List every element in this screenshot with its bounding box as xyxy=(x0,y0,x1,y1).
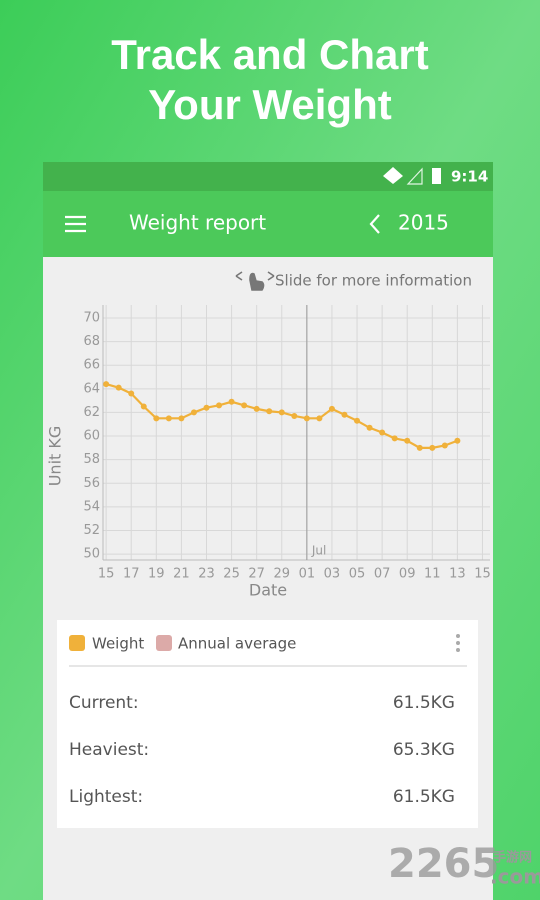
weight-point xyxy=(366,424,373,431)
y-tick-label: 60 xyxy=(83,429,100,444)
stat-label: Lightest: xyxy=(69,787,143,807)
y-tick-label: 68 xyxy=(83,334,100,349)
x-tick-label: 19 xyxy=(148,567,165,582)
weight-point xyxy=(341,411,348,418)
watermark-number: 2265 xyxy=(388,841,499,887)
y-tick-label: 56 xyxy=(83,476,100,491)
month-label: Jul xyxy=(311,544,326,558)
weight-point xyxy=(316,415,323,422)
weight-point xyxy=(178,415,185,422)
stat-value: 65.3KG xyxy=(393,740,455,760)
stats-list: Current: 61.5KG Heaviest: 65.3KG Lightest: 61… xyxy=(69,693,455,807)
weight-point xyxy=(103,381,110,388)
weight-point xyxy=(216,402,223,409)
x-tick-label: 15 xyxy=(474,567,491,582)
stat-value: 61.5KG xyxy=(393,693,455,713)
weight-point xyxy=(328,405,335,412)
status-bar xyxy=(43,162,493,191)
weight-point xyxy=(291,412,298,419)
stat-label: Current: xyxy=(69,693,139,713)
x-tick-label: 01 xyxy=(299,567,316,582)
weight-point xyxy=(441,442,448,449)
weight-point xyxy=(404,437,411,444)
legend-swatch xyxy=(69,635,85,651)
menu-button[interactable] xyxy=(65,215,86,233)
battery-icon xyxy=(432,168,441,184)
weight-point xyxy=(203,404,210,411)
stats-card xyxy=(57,620,478,828)
wifi-icon xyxy=(383,167,403,184)
legend-label: Weight xyxy=(92,635,144,653)
weight-point xyxy=(241,402,248,409)
y-tick-label: 70 xyxy=(83,310,100,325)
y-axis-label: Unit KG xyxy=(46,426,65,487)
y-tick-label: 50 xyxy=(83,547,100,562)
weight-point xyxy=(140,403,147,410)
x-tick-label: 07 xyxy=(374,567,391,582)
x-tick-label: 09 xyxy=(399,567,416,582)
hand xyxy=(249,272,265,291)
year: 2015 xyxy=(398,211,449,235)
x-tick-label: 25 xyxy=(223,567,240,582)
weight-point xyxy=(416,444,423,451)
x-axis-label: Date xyxy=(249,581,287,600)
weight-point xyxy=(128,390,135,397)
weight-point xyxy=(303,415,310,422)
headline: Track and Chart xyxy=(111,31,428,78)
weight-point xyxy=(429,444,436,451)
status-time: 9:14 xyxy=(451,168,488,186)
legend-label: Annual average xyxy=(178,635,296,653)
weight-point xyxy=(391,435,398,442)
weight-point xyxy=(165,415,172,422)
prev-year-button[interactable] xyxy=(369,214,380,234)
stat-label: Heaviest: xyxy=(69,740,149,760)
x-tick-label: 21 xyxy=(173,567,190,582)
app-bar xyxy=(43,191,493,257)
y-tick-label: 64 xyxy=(83,381,100,396)
app-title: Weight report xyxy=(129,211,266,235)
weight-point xyxy=(153,415,160,422)
weight-point xyxy=(278,409,285,416)
x-tick-label: 05 xyxy=(349,567,366,582)
weight-point xyxy=(354,417,361,424)
signal-icon xyxy=(406,167,423,185)
weight-point xyxy=(266,408,273,415)
weight-point xyxy=(253,405,260,412)
y-tick-label: 54 xyxy=(83,499,100,514)
y-tick-label: 52 xyxy=(83,523,100,538)
x-tick-label: 15 xyxy=(98,567,115,582)
watermark-domain: .com xyxy=(490,865,540,889)
y-tick-label: 58 xyxy=(83,452,100,467)
chart: 50 52 54 56 58 60 62 64 66 68 70 15 17 19 21 23 25 27 29 01… xyxy=(46,305,491,600)
weight-point xyxy=(454,437,461,444)
x-tick-label: 17 xyxy=(123,567,140,582)
dot xyxy=(456,634,460,638)
x-tick-label: 03 xyxy=(324,567,341,582)
weight-point xyxy=(379,429,386,436)
stat-value: 61.5KG xyxy=(393,787,455,807)
dot xyxy=(456,648,460,652)
slide-arrows xyxy=(235,271,275,281)
dot xyxy=(456,641,460,645)
watermark-site: 手游网 xyxy=(493,850,532,866)
more-button[interactable] xyxy=(456,634,460,652)
slide-icon xyxy=(235,271,275,291)
weight-point xyxy=(190,409,197,416)
legend-swatch xyxy=(156,635,172,651)
x-tick-label: 13 xyxy=(449,567,466,582)
y-tick-label: 66 xyxy=(83,358,100,373)
weight-point xyxy=(228,398,235,405)
headline: Your Weight xyxy=(148,81,391,128)
x-tick-label: 27 xyxy=(248,567,265,582)
x-tick-label: 11 xyxy=(424,567,441,582)
y-tick-label: 62 xyxy=(83,405,100,420)
hint-text: Slide for more information xyxy=(275,272,472,290)
x-tick-label: 29 xyxy=(273,567,290,582)
weight-point xyxy=(115,384,122,391)
x-tick-label: 23 xyxy=(198,567,215,582)
